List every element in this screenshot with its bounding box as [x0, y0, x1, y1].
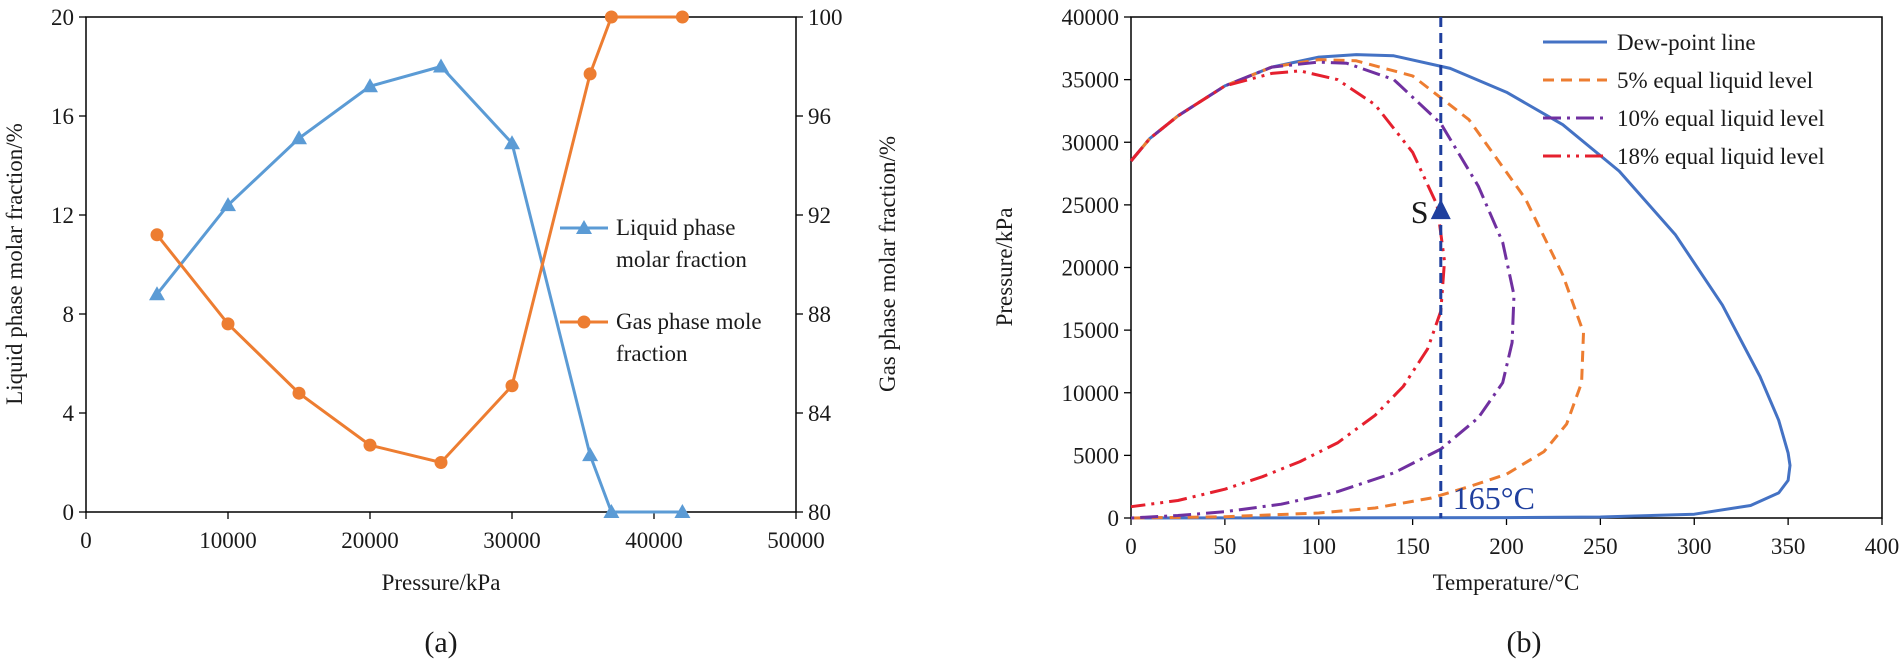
data-point-triangle	[291, 130, 307, 145]
y-axis-label-a: Liquid phase molar fraction/%	[2, 123, 27, 405]
y-ticks-b: 0 5000 10000 15000 20000 25000 30000 35000 40000	[1062, 5, 1131, 531]
y-tick-label: 30000	[1062, 130, 1120, 155]
data-point-circle	[675, 10, 689, 24]
data-point-triangle	[433, 58, 449, 73]
point-s-marker	[1430, 199, 1451, 220]
data-point-triangle	[674, 504, 691, 518]
y-tick-label: 20000	[1062, 256, 1120, 281]
y-tick-label: 15000	[1062, 318, 1120, 343]
y-tick-label: 20	[51, 5, 74, 30]
chart-b: 0 50 100 150 200 250 300 350 400 0 5000 10000 15000…	[992, 5, 1899, 659]
point-s-label: S	[1411, 194, 1429, 230]
y2-tick-label: 96	[808, 104, 831, 129]
y-tick-label: 25000	[1062, 193, 1120, 218]
legend-a: Liquid phase molar fraction Gas phase mole…	[560, 215, 762, 366]
y-axis-label-b: Pressure/kPa	[992, 208, 1017, 327]
y2-tick-label: 88	[808, 302, 831, 327]
legend-label: fraction	[616, 341, 688, 366]
data-point-circle	[363, 438, 377, 452]
data-point-circle	[434, 456, 448, 469]
x-ticks-b: 0 50 100 150 200 250 300 350 400	[1125, 518, 1899, 559]
y2-tick-label: 80	[808, 500, 831, 525]
y-ticks-a: 0 4 8 12 16 20	[51, 5, 86, 525]
legend-marker-triangle	[576, 220, 592, 234]
x-tick-label: 250	[1583, 534, 1618, 559]
series-line-circle	[155, 15, 683, 465]
annotations-b: S 165°C	[1411, 17, 1535, 518]
legend-label: 5% equal liquid level	[1617, 68, 1813, 93]
y2-tick-label: 84	[808, 401, 832, 426]
y-tick-label: 35000	[1062, 68, 1120, 93]
y-tick-label: 8	[63, 302, 75, 327]
x-tick-label: 0	[80, 528, 92, 553]
series-curve-dashed	[1129, 58, 1585, 520]
y-tick-label: 16	[51, 104, 74, 129]
data-point-circle	[292, 386, 306, 400]
y-tick-label: 10000	[1062, 381, 1120, 406]
data-point-circle	[604, 10, 618, 24]
x-tick-label: 40000	[625, 528, 683, 553]
x-axis-label-b: Temperature/°C	[1433, 570, 1580, 595]
legend-label: Liquid phase	[616, 215, 735, 240]
x-tick-label: 30000	[483, 528, 541, 553]
y-tick-label: 4	[63, 401, 75, 426]
x-tick-label: 0	[1125, 534, 1137, 559]
legend-marker-circle	[577, 315, 591, 329]
panel-label-a: (a)	[424, 626, 457, 659]
x-axis-label-a: Pressure/kPa	[382, 570, 501, 595]
y2-ticks-a: 80 84 88 92 96 100	[796, 5, 843, 525]
x-tick-label: 150	[1395, 534, 1430, 559]
y-tick-label: 0	[1108, 506, 1120, 531]
y-tick-label: 40000	[1062, 5, 1120, 30]
legend-b: Dew-point line 5% equal liquid level 10% e…	[1543, 30, 1825, 169]
y2-tick-label: 92	[808, 203, 831, 228]
data-point-triangle	[504, 135, 520, 150]
plot-area-a	[85, 16, 797, 513]
y-tick-label: 0	[63, 500, 75, 525]
series-curve-dashdotdot	[1129, 69, 1446, 509]
y2-tick-label: 100	[808, 5, 843, 30]
series-line-triangle	[155, 64, 683, 514]
panel-label-b: (b)	[1507, 626, 1542, 659]
data-point-triangle	[220, 197, 236, 212]
series-a	[149, 10, 691, 518]
legend-label: molar fraction	[616, 247, 747, 272]
legend-label: Dew-point line	[1617, 30, 1756, 55]
y-tick-label: 12	[51, 203, 74, 228]
data-point-circle	[505, 379, 519, 393]
x-tick-label: 100	[1302, 534, 1337, 559]
x-tick-label: 10000	[199, 528, 257, 553]
legend-label: 18% equal liquid level	[1617, 144, 1825, 169]
x-ticks-a: 0 10000 20000 30000 40000 50000	[80, 512, 825, 553]
x-tick-label: 50	[1213, 534, 1236, 559]
data-point-circle	[583, 67, 597, 81]
data-point-triangle	[149, 286, 165, 301]
legend-label: Gas phase mole	[616, 309, 762, 334]
vertical-line-label: 165°C	[1453, 480, 1535, 516]
data-point-circle	[221, 317, 235, 331]
x-tick-label: 20000	[341, 528, 399, 553]
x-tick-label: 350	[1771, 534, 1806, 559]
series-curve-dashdot	[1129, 60, 1516, 520]
data-point-triangle	[362, 78, 378, 93]
data-point-triangle	[582, 447, 599, 462]
y2-axis-label-a: Gas phase molar fraction/%	[875, 136, 900, 392]
data-point-triangle	[603, 504, 620, 518]
x-tick-label: 200	[1489, 534, 1524, 559]
x-tick-label: 50000	[767, 528, 825, 553]
x-tick-label: 400	[1865, 534, 1900, 559]
y-tick-label: 5000	[1073, 443, 1119, 468]
x-tick-label: 300	[1677, 534, 1712, 559]
data-point-circle	[150, 228, 164, 242]
series-b	[1129, 53, 1792, 520]
legend-label: 10% equal liquid level	[1617, 106, 1825, 131]
